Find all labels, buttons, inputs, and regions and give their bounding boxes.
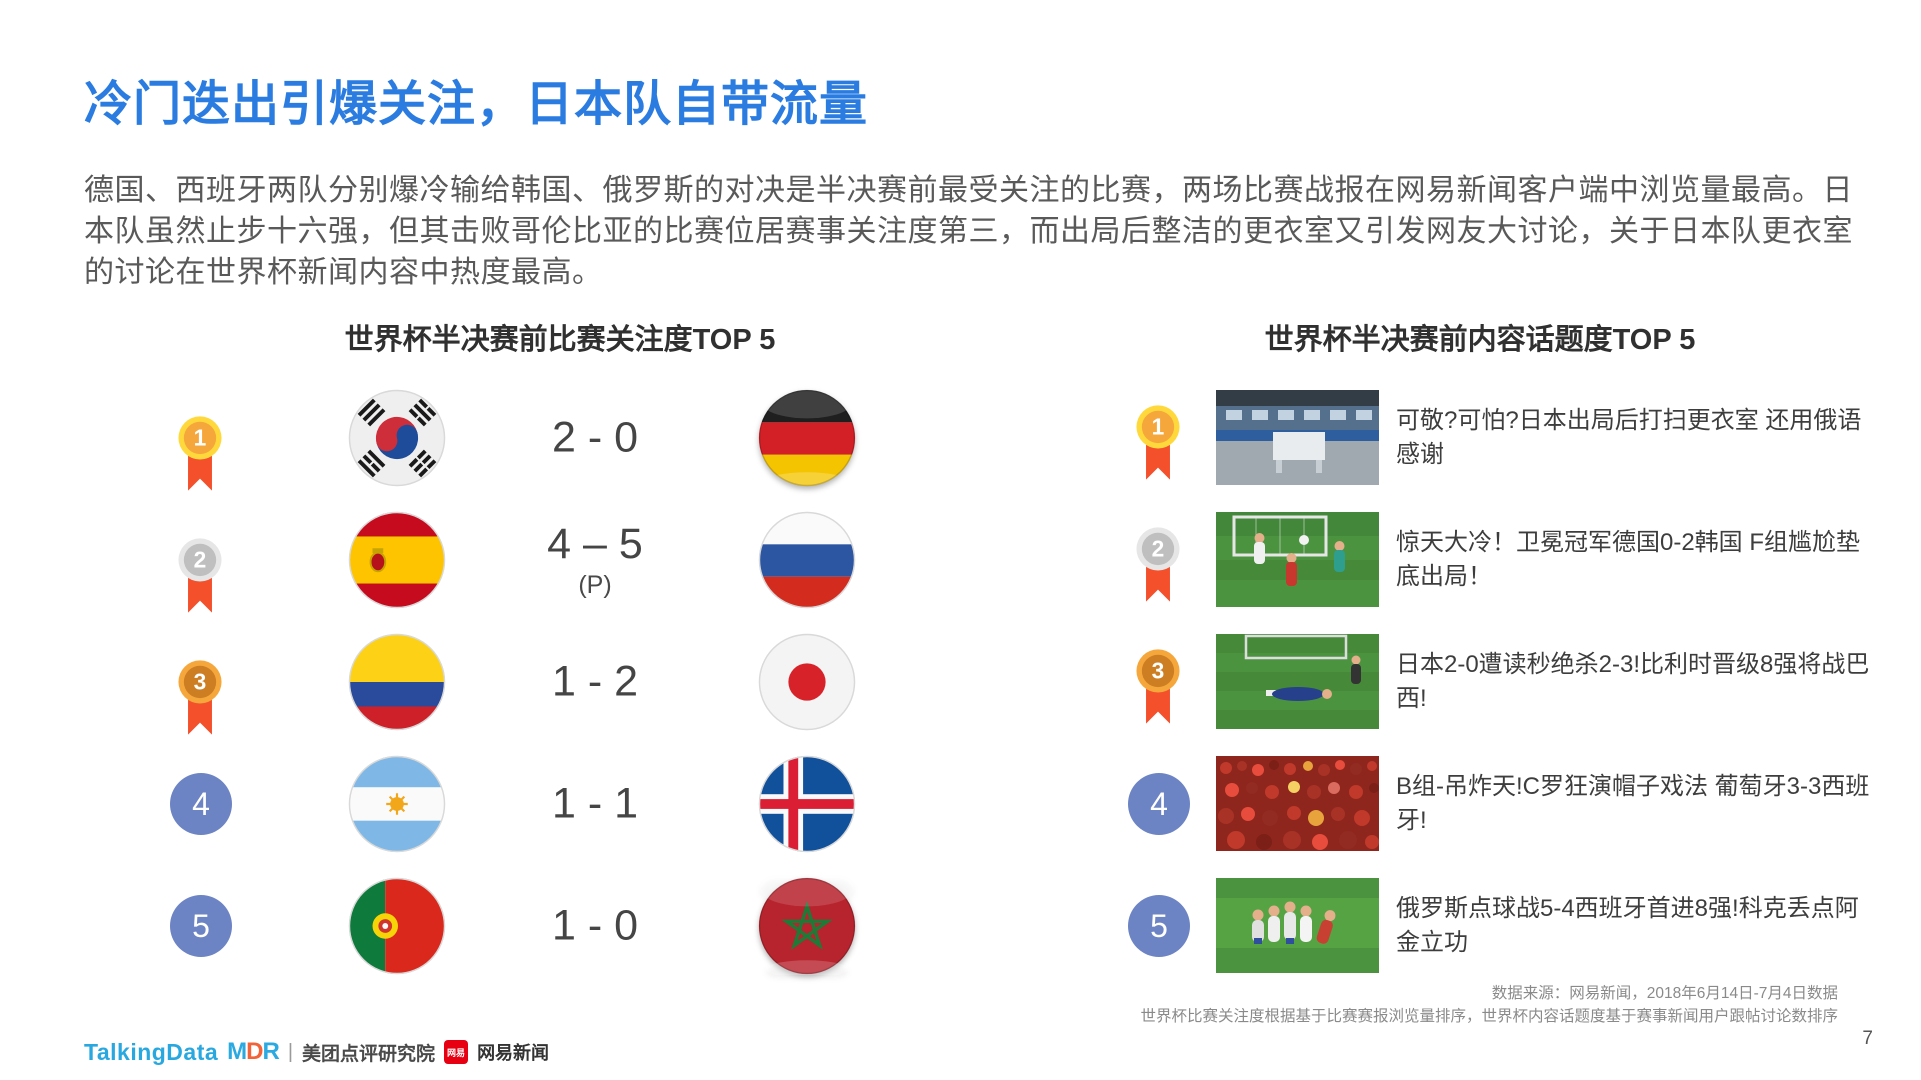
- flag-iceland-icon: [758, 755, 856, 853]
- article-headline: 惊天大冷！卫冕冠军德国0-2韩国 F组尴尬垫底出局！: [1396, 529, 1861, 590]
- article-thumbnail: [1216, 878, 1379, 973]
- flag-spain-icon: [348, 511, 446, 609]
- intro-line-2: 本队虽然止步十六强，但其击败哥伦比亚的比赛位居赛事关注度第三，而出局后整洁的更衣…: [84, 215, 1853, 248]
- list-item: 3 日本2-0遭读秒绝杀2-3!比利时晋级8强将战巴西!: [1100, 621, 1900, 743]
- flag-japan-icon: [758, 633, 856, 731]
- flag-morocco-icon: [758, 877, 856, 975]
- page-number: 7: [1862, 1028, 1873, 1049]
- source-line-2: 世界杯比赛关注度根据基于比赛赛报浏览量排序，世界杯内容话题度基于赛事新闻用户跟帖…: [1140, 1008, 1838, 1025]
- table-row: 1: [120, 377, 1080, 499]
- article-thumbnail: [1216, 756, 1379, 851]
- mdr-logo: MDR: [227, 1038, 280, 1065]
- flag-russia-icon: [758, 511, 856, 609]
- intro-line-3: 的讨论在世界杯新闻内容中热度最高。: [84, 256, 603, 289]
- flag-colombia-icon: [348, 633, 446, 731]
- penalty-note: (P): [578, 571, 612, 599]
- svg-text:2: 2: [194, 547, 207, 573]
- list-item: 5 俄罗斯点球战5-4西班牙首进8强!科克丢点阿金立功: [1100, 865, 1900, 987]
- table-row: 5 1 - 0: [120, 865, 1080, 987]
- table-row: 4 1 - 1: [120, 743, 1080, 865]
- flag-argentina-icon: [348, 755, 446, 853]
- flag-germany-icon: [758, 389, 856, 487]
- list-item: 1 可敬?可怕?日本出局后打扫更衣室 还用俄语感谢: [1100, 377, 1900, 499]
- article-headline: 俄罗斯点球战5-4西班牙首进8强!科克丢点阿金立功: [1396, 895, 1859, 956]
- japan-belgium-match-photo: [1216, 634, 1379, 729]
- list-item: 4: [1100, 743, 1900, 865]
- article-thumbnail: [1216, 634, 1379, 729]
- flag-south-korea-icon: [348, 389, 446, 487]
- data-source-note: 数据来源：网易新闻，2018年6月14日-7月4日数据 世界杯比赛关注度根据基于…: [1140, 982, 1838, 1028]
- gold-medal-icon: 1: [178, 416, 222, 491]
- portugal-spain-fans-photo: [1216, 756, 1379, 851]
- match-score: 1 - 1: [551, 779, 639, 828]
- bronze-medal-icon: 3: [178, 660, 222, 735]
- svg-text:1: 1: [1152, 414, 1165, 440]
- article-headline: 日本2-0遭读秒绝杀2-3!比利时晋级8强将战巴西!: [1396, 651, 1870, 712]
- page-title: 冷门迭出引爆关注，日本队自带流量: [84, 78, 869, 131]
- topic-ranking-table: 1 可敬?可怕?日本出局后打扫更衣室 还用俄语感谢: [1100, 377, 1900, 987]
- netease-news-label: 网易新闻: [477, 1043, 550, 1063]
- topic-ranking-title: 世界杯半决赛前内容话题度TOP 5: [1264, 324, 1696, 356]
- blue-rank-circle: 5: [170, 895, 232, 957]
- article-headline: B组-吊炸天!C罗狂演帽子戏法 葡萄牙3-3西班牙!: [1396, 773, 1870, 834]
- svg-text:3: 3: [194, 669, 207, 695]
- gold-medal-icon: 1: [1136, 405, 1180, 480]
- locker-room-photo: [1216, 390, 1379, 485]
- match-ranking-table: 1: [120, 377, 1080, 987]
- talkingdata-logo: TalkingData: [84, 1038, 219, 1065]
- match-score: 2 - 0: [551, 413, 639, 462]
- germany-korea-match-photo: [1216, 512, 1379, 607]
- meituan-dianping-institute-label: 美团点评研究院: [302, 1043, 436, 1065]
- blue-rank-circle: 4: [170, 773, 232, 835]
- svg-text:1: 1: [194, 425, 207, 451]
- netease-logo-icon: 网易: [444, 1040, 469, 1064]
- table-row: 3 1 - 2: [120, 621, 1080, 743]
- silver-medal-icon: 2: [178, 538, 222, 613]
- table-row: 2 4 – 5 (P): [120, 499, 1080, 621]
- article-headline: 可敬?可怕?日本出局后打扫更衣室 还用俄语感谢: [1396, 407, 1862, 468]
- rank-3: 3: [1128, 621, 1188, 743]
- blue-rank-circle: 4: [1128, 773, 1190, 835]
- list-item: 2 惊天大冷！卫冕冠军德国0-2韩国 F组尴尬垫底出局！: [1100, 499, 1900, 621]
- footer-logos: TalkingData MDR | 美团点评研究院 网易 网易新闻: [84, 1038, 549, 1066]
- rank-5: 5: [1128, 865, 1190, 987]
- flag-portugal-icon: [348, 877, 446, 975]
- match-score: 1 - 0: [551, 901, 639, 950]
- intro-line-1: 德国、西班牙两队分别爆冷输给韩国、俄罗斯的对决是半决赛前最受关注的比赛，两场比赛…: [84, 174, 1853, 207]
- match-ranking-title: 世界杯半决赛前比赛关注度TOP 5: [344, 324, 776, 356]
- russia-spain-celebration-photo: [1216, 878, 1379, 973]
- rank-4: 4: [1128, 743, 1190, 865]
- article-thumbnail: [1216, 512, 1379, 607]
- silver-medal-icon: 2: [1136, 527, 1180, 602]
- bronze-medal-icon: 3: [1136, 649, 1180, 724]
- svg-text:3: 3: [1152, 658, 1165, 684]
- article-thumbnail: [1216, 390, 1379, 485]
- svg-text:2: 2: [1152, 536, 1165, 562]
- intro-paragraph: 德国、西班牙两队分别爆冷输给韩国、俄罗斯的对决是半决赛前最受关注的比赛，两场比赛…: [84, 170, 1894, 293]
- blue-rank-circle: 5: [1128, 895, 1190, 957]
- match-score: 1 - 2: [551, 657, 639, 706]
- match-score: 4 – 5 (P): [500, 520, 690, 600]
- rank-2: 2: [1128, 499, 1188, 621]
- rank-1: 1: [1128, 377, 1188, 499]
- logo-divider: |: [287, 1040, 294, 1063]
- source-line-1: 数据来源：网易新闻，2018年6月14日-7月4日数据: [1491, 985, 1838, 1002]
